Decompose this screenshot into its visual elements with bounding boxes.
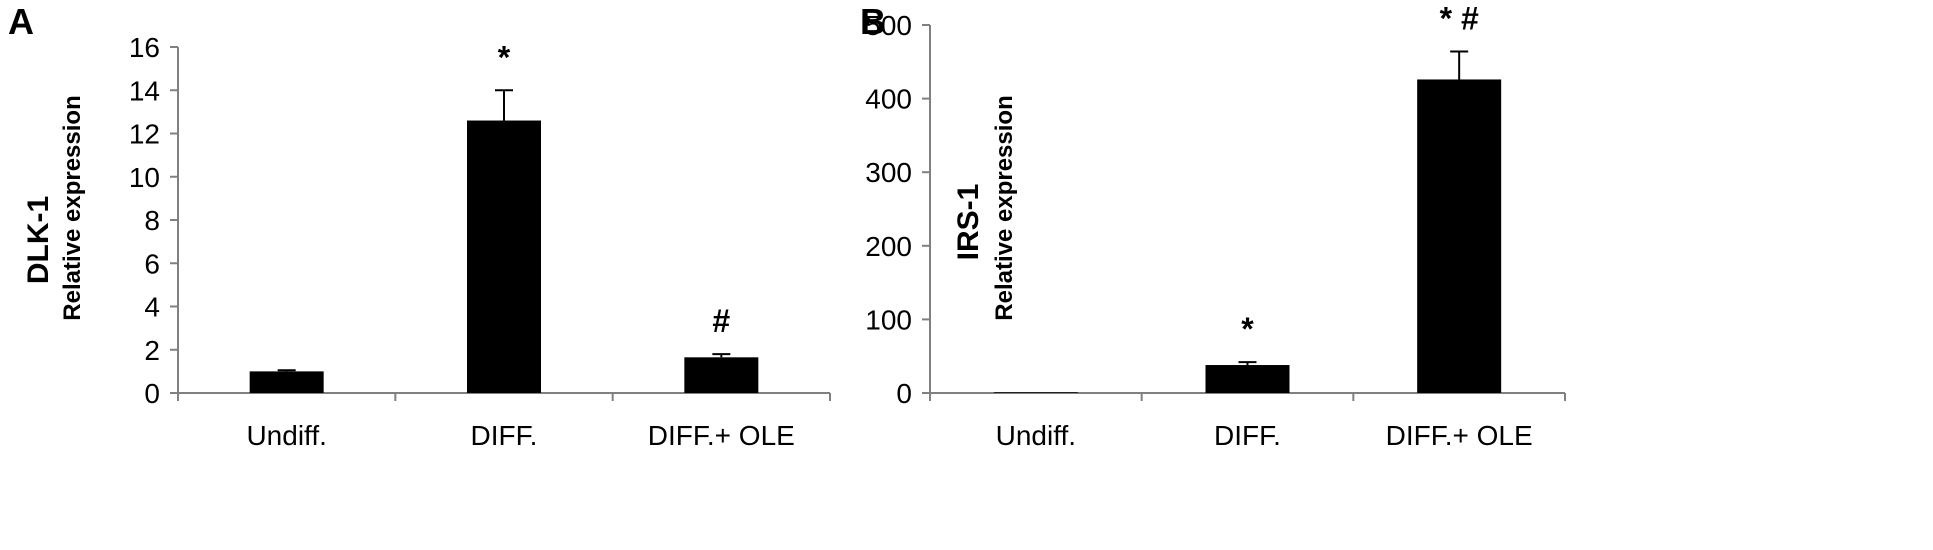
category-label: DIFF. (471, 420, 538, 451)
significance-marker: * (1241, 311, 1254, 347)
y-tick-label: 6 (144, 248, 160, 279)
y-axis-subtitle-a: Relative expression (59, 95, 86, 320)
significance-marker: * (498, 39, 511, 75)
y-tick-label: 0 (144, 378, 160, 409)
panel-label-b: B (860, 1, 886, 42)
y-axis-title-b: IRS-1 (952, 184, 985, 261)
chart-panel-a: A DLK-1 Relative expression 0 2 4 6 8 10 12 14 1… (8, 1, 831, 451)
bar (249, 371, 324, 393)
y-axis-title-a: DLK-1 (22, 196, 55, 284)
significance-marker: * # (1440, 0, 1479, 36)
y-tick-label: 12 (129, 119, 160, 150)
bar (467, 120, 541, 394)
bar (993, 392, 1078, 393)
y-tick-label: 400 (865, 84, 912, 115)
y-tick-label: 0 (896, 378, 912, 409)
y-axis-subtitle-b: Relative expression (991, 95, 1018, 320)
chart-panel-b: B IRS-1 Relative expression 0 100 200 300 40… (860, 0, 1566, 451)
category-label: Undiff. (996, 420, 1076, 451)
y-tick-label: 4 (144, 292, 160, 323)
category-label: DIFF.+ OLE (648, 420, 795, 451)
panel-label-a: A (8, 1, 34, 42)
category-label: DIFF. (1214, 420, 1281, 451)
y-tick-label: 8 (144, 205, 160, 236)
category-label: Undiff. (246, 420, 326, 451)
y-tick-label: 500 (865, 10, 912, 41)
y-tick-label: 200 (865, 231, 912, 262)
bar (1205, 365, 1290, 393)
bar (1417, 79, 1502, 394)
y-tick-label: 10 (129, 162, 160, 193)
y-tick-label: 16 (129, 32, 160, 63)
y-tick-label: 14 (129, 75, 160, 106)
y-tick-label: 300 (865, 157, 912, 188)
significance-marker: # (712, 303, 730, 339)
bar (684, 357, 759, 393)
y-tick-label: 2 (144, 335, 160, 366)
y-tick-label: 100 (865, 304, 912, 335)
category-label: DIFF.+ OLE (1386, 420, 1533, 451)
